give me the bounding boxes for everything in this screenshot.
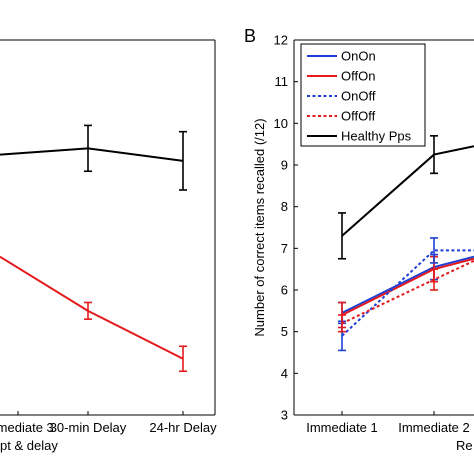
panel-b-legend-entry: OnOn: [341, 49, 376, 64]
panel-b-y-tick-label: 10: [274, 116, 288, 131]
panel-b-y-tick-label: 6: [281, 283, 288, 298]
panel-b-legend-entry: OffOn: [341, 69, 375, 84]
panel-a-x-axis-label: pt & delay: [0, 438, 58, 453]
panel-a-series-line-0: [0, 147, 184, 162]
panel-b-legend-entry: Healthy Pps: [341, 129, 412, 144]
panel-b-y-tick-label: 3: [281, 408, 288, 423]
panel-b-legend-entry: OffOff: [341, 109, 376, 124]
panel-b-y-tick-label: 9: [281, 158, 288, 173]
panel-b-legend-entry: OnOff: [341, 89, 376, 104]
panel-b-y-tick-label: 4: [281, 366, 288, 381]
panel-b-x-tick-label: Immediate 2: [398, 420, 470, 435]
panel-a-series-line-1: [0, 255, 184, 360]
panel-b-legend-box: [300, 43, 426, 147]
panel-b-y-tick-label: 7: [281, 241, 288, 256]
panel-a-x-tick-label: 30-min Delay: [50, 420, 127, 435]
panel-b-series-line-offon: [341, 257, 474, 316]
panel-b-y-axis-label: Number of correct items recalled (/12): [252, 118, 267, 336]
panel-b-series-line-offoff: [341, 259, 474, 325]
panel-a-x-tick-label: 24-hr Delay: [149, 420, 217, 435]
panel-b-label: B: [244, 26, 256, 46]
panel-b-x-tick-label: Immediate 1: [306, 420, 378, 435]
panel-b-y-tick-label: 11: [275, 74, 289, 89]
panel-b-series-line-healthy-pps: [341, 145, 474, 237]
panel-b-y-tick-label: 8: [281, 199, 288, 214]
panel-b-y-tick-label: 5: [281, 324, 288, 339]
panel-b: B 3 4 5 6 7 8 9 10 11 12 Number of correct items re…: [244, 26, 474, 453]
panel-b-y-tick-label: 12: [274, 33, 288, 48]
panel-b-legend: OnOn OffOn OnOff OffOff Healthy Pps: [300, 43, 426, 147]
panel-a: Immediate 330-min Delay 24-hr Delay pt & d…: [0, 39, 217, 453]
panel-a-x-tick-label: Immediate 3: [0, 420, 54, 435]
panel-b-x-axis-label: Re: [456, 438, 473, 453]
